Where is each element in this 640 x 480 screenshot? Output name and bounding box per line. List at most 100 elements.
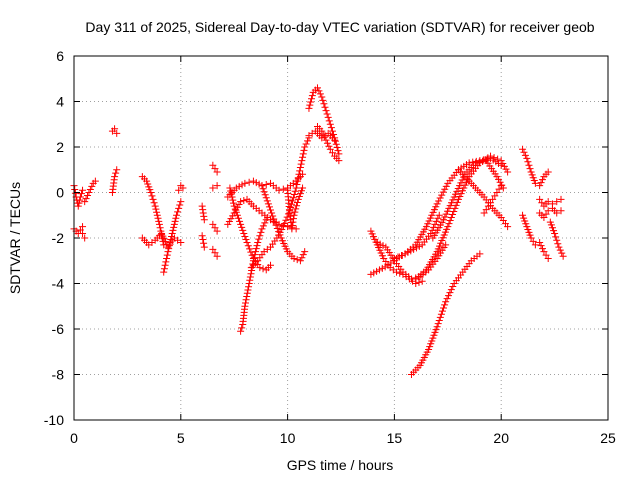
data-point: [433, 200, 441, 208]
data-point: [273, 234, 281, 242]
data-point: [302, 140, 310, 148]
data-point: [367, 270, 375, 278]
data-point: [260, 188, 268, 196]
data-point: [276, 228, 284, 236]
data-point: [487, 152, 495, 160]
data-point: [224, 220, 232, 228]
data-point: [439, 188, 447, 196]
data-point: [398, 251, 406, 259]
x-tick-label: 5: [177, 430, 185, 446]
data-point: [252, 248, 260, 256]
y-tick-label: -6: [52, 321, 65, 337]
data-point: [243, 289, 251, 297]
data-point: [258, 225, 266, 233]
data-point: [171, 217, 179, 225]
data-point: [245, 280, 253, 287]
series-arc-21: [258, 182, 309, 265]
series-arc-02: [70, 223, 87, 237]
data-point: [531, 241, 539, 249]
data-point: [431, 328, 439, 336]
data-point: [442, 298, 450, 306]
data-point: [452, 201, 460, 209]
data-point: [322, 107, 330, 115]
data-point: [322, 136, 330, 144]
data-point: [293, 199, 301, 207]
data-point: [81, 234, 89, 242]
series-arc-10: [175, 182, 187, 194]
data-point: [282, 216, 290, 224]
data-point: [453, 187, 461, 195]
data-point: [457, 190, 465, 198]
data-point: [288, 197, 296, 205]
data-point: [298, 157, 306, 165]
data-point: [438, 191, 446, 199]
data-point: [465, 159, 473, 167]
grid: [74, 56, 608, 420]
data-point: [426, 214, 434, 222]
data-point: [558, 249, 566, 257]
data-point: [81, 198, 89, 206]
data-point: [245, 178, 253, 186]
data-point: [428, 211, 436, 219]
data-point: [324, 113, 332, 121]
data-point: [432, 217, 440, 225]
data-point: [296, 257, 304, 265]
data-point: [452, 190, 460, 198]
axis-ticks: 0 5 10 15 20 25 -10 -8 -6 -4 -2 0 2 4 6: [44, 48, 616, 446]
data-point: [441, 301, 449, 309]
data-point: [229, 196, 237, 204]
data-point: [445, 220, 453, 228]
data-point: [262, 181, 270, 189]
data-point: [538, 176, 546, 184]
data-point: [160, 265, 168, 273]
data-point: [315, 87, 323, 95]
data-point: [262, 194, 270, 202]
data-point: [454, 185, 462, 193]
data-point: [149, 195, 157, 203]
data-point: [497, 182, 505, 190]
data-point: [295, 170, 303, 178]
data-point: [241, 302, 249, 310]
y-axis-label: SDTVAR / TECUs: [7, 182, 23, 294]
data-point: [259, 222, 267, 230]
data-point: [553, 209, 561, 217]
data-point: [146, 186, 154, 194]
data-point: [331, 136, 339, 144]
data-point: [499, 159, 507, 167]
data-point: [82, 195, 90, 203]
data-point: [111, 125, 119, 133]
data-point: [199, 206, 207, 214]
data-point: [428, 337, 436, 345]
data-point: [425, 345, 433, 353]
data-point: [235, 200, 243, 208]
data-point: [165, 242, 173, 250]
data-point: [227, 190, 235, 198]
data-point: [381, 263, 389, 271]
data-point: [275, 220, 283, 228]
data-point: [493, 173, 501, 181]
data-point: [268, 209, 276, 217]
data-point: [429, 208, 437, 216]
data-point: [153, 208, 161, 216]
data-point: [170, 220, 178, 228]
data-point: [498, 181, 506, 189]
data-point: [290, 254, 298, 262]
data-point: [147, 189, 155, 196]
data-point: [437, 310, 445, 318]
data-point: [200, 243, 208, 251]
data-point: [436, 313, 444, 321]
data-point: [258, 182, 266, 190]
data-point: [552, 233, 560, 241]
data-point: [519, 211, 527, 219]
data-point: [426, 343, 434, 351]
data-point: [500, 162, 508, 170]
data-point: [294, 174, 302, 182]
series-arc-05: [108, 125, 121, 137]
y-tick-label: -8: [52, 367, 65, 383]
data-point: [446, 202, 454, 210]
data-point: [156, 224, 164, 232]
data-point: [547, 221, 555, 229]
data-point: [246, 245, 254, 253]
data-point: [447, 214, 455, 222]
data-point: [464, 175, 472, 183]
